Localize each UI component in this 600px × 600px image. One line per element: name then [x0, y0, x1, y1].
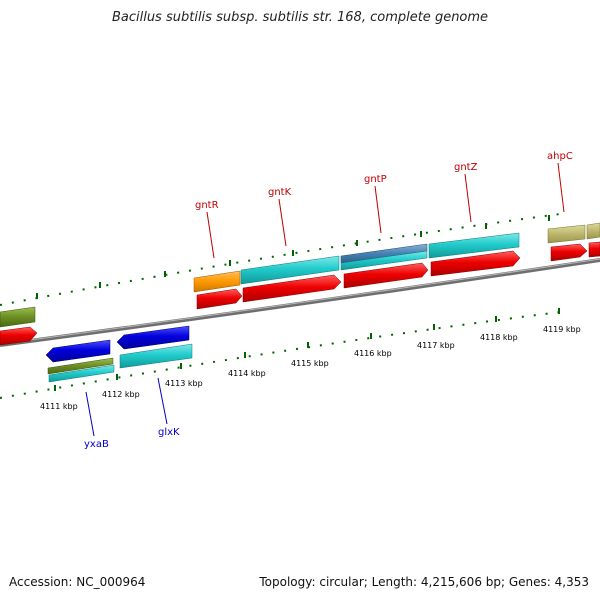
- feature-cyan[interactable]: [428, 232, 520, 259]
- tick-label: 4115 kbp: [291, 359, 329, 368]
- gene-label-ahpC[interactable]: ahpC: [547, 151, 573, 162]
- lower-major-ticks: [54, 308, 560, 391]
- cds-forward-arrow[interactable]: [196, 288, 243, 310]
- upper-major-ticks: [36, 215, 550, 299]
- feature-cyan[interactable]: [48, 364, 115, 383]
- gene-label-gntP[interactable]: gntP: [364, 174, 387, 185]
- feature-olive[interactable]: [47, 357, 114, 375]
- cds-forward-arrow[interactable]: [430, 250, 521, 277]
- gene-label-gntR[interactable]: gntR: [195, 200, 219, 211]
- tick-label: 4112 kbp: [102, 390, 140, 399]
- cds-forward-arrow[interactable]: [343, 262, 429, 289]
- feature-khaki[interactable]: [547, 224, 586, 244]
- feature-cyan[interactable]: [340, 250, 428, 271]
- tick-label: 4114 kbp: [228, 369, 266, 378]
- gene-leader-lines-top: [206, 162, 565, 259]
- feature-cyan[interactable]: [240, 255, 340, 285]
- cds-forward-arrow[interactable]: [0, 326, 38, 346]
- tick-label: 4119 kbp: [543, 325, 581, 334]
- gene-label-gntK[interactable]: gntK: [268, 187, 292, 198]
- tick-label: 4117 kbp: [417, 341, 455, 350]
- lower-tick-track: [0, 311, 561, 399]
- cds-forward-arrow[interactable]: [242, 274, 342, 303]
- gene-label-glxK[interactable]: glxK: [158, 427, 180, 438]
- tick-label: 4111 kbp: [40, 402, 78, 411]
- gene-label-yxaB[interactable]: yxaB: [84, 439, 109, 450]
- feature-orange[interactable]: [193, 270, 241, 293]
- cds-reverse-arrow[interactable]: [116, 325, 190, 350]
- accession-label: Accession: NC_000964: [9, 575, 146, 589]
- feature-khaki[interactable]: [586, 222, 600, 240]
- cds-forward-arrow[interactable]: [550, 243, 588, 262]
- genome-stats-label: Topology: circular; Length: 4,215,606 bp…: [259, 575, 589, 589]
- tick-label: 4116 kbp: [354, 349, 392, 358]
- gene-leader-lines-bottom: [85, 377, 168, 437]
- genome-backbone: [0, 258, 600, 347]
- cds-forward-arrow[interactable]: [588, 241, 600, 258]
- tick-label: 4118 kbp: [480, 333, 518, 342]
- feature-cyan[interactable]: [119, 343, 193, 369]
- gene-label-gntZ[interactable]: gntZ: [454, 162, 478, 173]
- cds-reverse-arrow[interactable]: [45, 339, 111, 363]
- tick-label: 4113 kbp: [165, 379, 203, 388]
- feature-olive[interactable]: [0, 306, 36, 328]
- upper-tick-track: [0, 213, 561, 306]
- genome-title: Bacillus subtilis subsp. subtilis str. 1…: [111, 10, 489, 25]
- genome-backbone-highlight: [0, 258, 600, 345]
